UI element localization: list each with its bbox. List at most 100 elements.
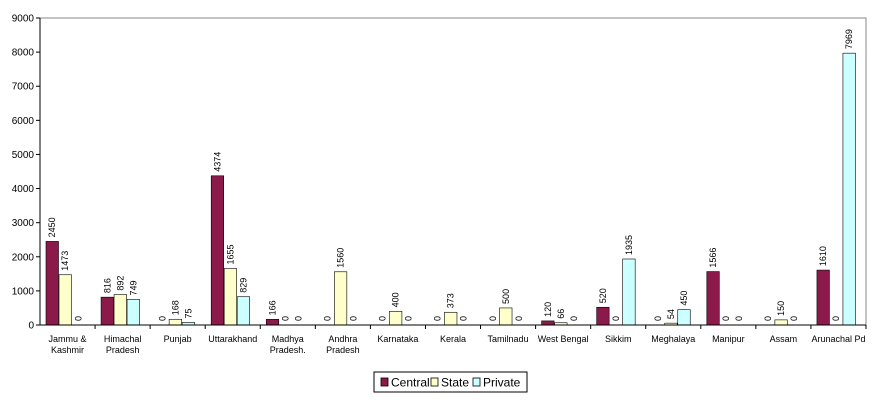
data-label: 520 [598, 288, 608, 303]
data-label: 0 [459, 316, 469, 321]
category-label: Andhra [328, 334, 357, 344]
bars [45, 52, 856, 326]
y-tick-label: 3000 [12, 218, 35, 229]
bar-central [541, 320, 555, 326]
legend-box [373, 371, 528, 393]
data-label: 120 [543, 302, 553, 317]
category-label: Pradesh [106, 345, 140, 355]
category-label: Madhya [272, 334, 304, 344]
plot-area [39, 17, 867, 326]
data-label: 0 [789, 316, 799, 321]
bar-central [100, 296, 114, 326]
bar-private [236, 296, 250, 326]
data-label: 0 [157, 316, 167, 321]
category-label: Meghalaya [651, 334, 695, 344]
data-label: 2450 [47, 217, 57, 237]
category-label: Tamilnadu [488, 334, 529, 344]
bar-state [113, 294, 127, 326]
data-label: 150 [776, 301, 786, 316]
category-label: Sikkim [605, 334, 632, 344]
bar-state [774, 319, 788, 326]
data-label: 0 [378, 316, 388, 321]
data-label: 829 [238, 278, 248, 293]
bar-state [168, 318, 182, 326]
data-label: 816 [102, 278, 112, 293]
data-label: 168 [170, 300, 180, 315]
legend: Central State Private [373, 371, 528, 393]
category-label: Arunachal Pd [811, 334, 865, 344]
bar-state [499, 307, 513, 326]
data-label: 66 [556, 309, 566, 319]
y-tick-label: 9000 [12, 14, 35, 25]
data-label: 1655 [225, 245, 235, 265]
data-label: 0 [721, 316, 731, 321]
data-label: 0 [349, 316, 359, 321]
data-label: 0 [404, 316, 414, 321]
data-label: 4374 [212, 152, 222, 172]
y-tick-label: 0 [28, 321, 34, 332]
data-label: 373 [446, 293, 456, 308]
data-label: 749 [128, 280, 138, 295]
legend-label-central: Central [391, 376, 430, 390]
legend-swatch-central [380, 377, 389, 387]
bar-central [816, 269, 830, 326]
category-label: Pradesh [326, 345, 360, 355]
y-tick-label: 8000 [12, 48, 35, 59]
y-tick-label: 7000 [12, 82, 35, 93]
category-label: Manipur [712, 334, 745, 344]
legend-swatch-state [430, 377, 439, 387]
bar-state [444, 311, 458, 326]
data-label: 0 [433, 316, 443, 321]
legend-label-state: State [441, 376, 469, 390]
bar-central [706, 271, 720, 326]
data-label: 892 [115, 276, 125, 291]
data-label: 1560 [336, 248, 346, 268]
legend-label-private: Private [483, 376, 521, 390]
legend-swatch-private [472, 377, 481, 387]
bar-private [842, 52, 856, 326]
data-label: 0 [514, 316, 524, 321]
data-label: 0 [73, 316, 83, 321]
bar-state [389, 311, 403, 326]
y-tick-label: 4000 [12, 184, 35, 195]
data-label: 166 [268, 300, 278, 315]
category-label: Pradesh. [270, 345, 306, 355]
category-label: Karnataka [377, 334, 418, 344]
data-label: 54 [666, 309, 676, 319]
data-label: 1935 [624, 235, 634, 255]
data-label: 0 [569, 316, 579, 321]
bar-state [334, 271, 348, 326]
data-label: 0 [488, 316, 498, 321]
data-label: 500 [501, 289, 511, 304]
data-label: 0 [294, 316, 304, 321]
bar-private [126, 299, 140, 326]
bar-state [58, 274, 72, 326]
y-axis: 0 1000 2000 3000 4000 5000 6000 7000 8000 9000 [12, 14, 41, 332]
data-label: 1610 [818, 246, 828, 266]
y-tick-label: 2000 [12, 252, 35, 263]
data-label: 0 [734, 316, 744, 321]
bar-central [210, 175, 224, 326]
data-label: 7969 [844, 29, 854, 49]
bar-state [223, 268, 237, 326]
category-label: Kerala [440, 334, 466, 344]
data-label: 0 [653, 316, 663, 321]
bar-central [265, 319, 280, 326]
bar-central [596, 306, 610, 326]
data-label: 1473 [60, 251, 70, 271]
y-tick-label: 5000 [12, 150, 35, 161]
data-label: 450 [679, 291, 689, 306]
data-label: 0 [763, 316, 773, 321]
category-label: Uttarakhand [208, 334, 257, 344]
category-label: Assam [770, 334, 798, 344]
category-label: West Bengal [538, 334, 589, 344]
bar-private [677, 309, 691, 326]
category-label: Himachal [104, 334, 142, 344]
category-label: Jammu & [49, 334, 87, 344]
category-label: Punjab [164, 334, 192, 344]
data-label: 75 [183, 308, 193, 318]
bar-central [45, 241, 59, 326]
category-label: Kashmir [51, 345, 84, 355]
